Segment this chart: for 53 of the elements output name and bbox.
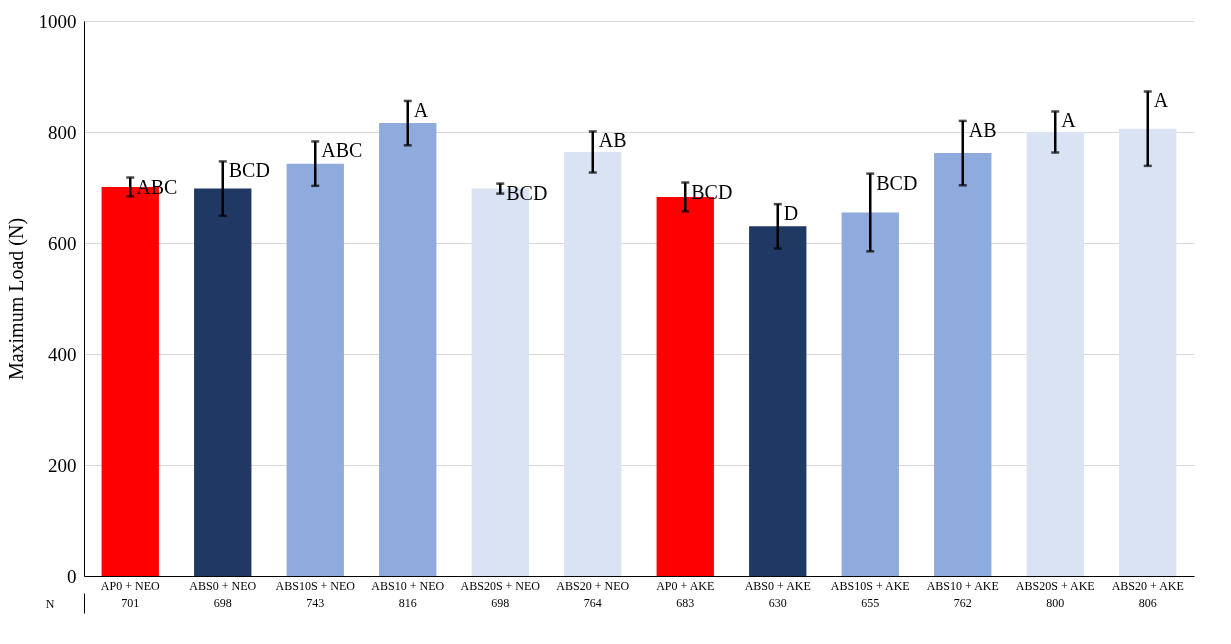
bar (1026, 132, 1084, 576)
data-label: 701 (121, 596, 140, 610)
x-tick-label: ABS10 + NEO (371, 578, 445, 593)
annotation: AB (968, 118, 997, 141)
x-tick-label: AP0 + AKE (656, 578, 715, 593)
y-tick-label: 0 (67, 565, 77, 587)
data-label: 800 (1046, 596, 1065, 610)
bar (1119, 128, 1177, 576)
data-label: 698 (491, 596, 510, 610)
bar (841, 212, 899, 576)
annotation: BCD (691, 180, 733, 203)
y-tick-label: 400 (48, 343, 77, 365)
annotation: ABC (321, 139, 363, 162)
bar (194, 188, 252, 576)
bar (379, 123, 437, 576)
y-tick-label: 800 (48, 121, 77, 143)
annotation: BCD (876, 171, 918, 194)
data-label: 764 (583, 596, 602, 610)
data-label: 816 (398, 596, 417, 610)
x-tick-label: ABS10 + AKE (926, 578, 999, 593)
bar (286, 163, 344, 576)
x-tick-label: ABS20 + NEO (556, 578, 630, 593)
data-label: 698 (213, 596, 232, 610)
bar (564, 151, 622, 576)
data-label: 655 (861, 596, 880, 610)
annotation: ABC (136, 175, 178, 198)
x-tick-label: ABS20 + AKE (1111, 578, 1184, 593)
y-axis-title: Maximum Load (N) (4, 217, 28, 381)
y-tick-label: 200 (48, 454, 77, 476)
data-label: 806 (1138, 596, 1157, 610)
annotation: A (413, 98, 429, 121)
bar (749, 226, 807, 576)
bar (934, 153, 992, 576)
x-tick-label: ABS10S + AKE (830, 578, 910, 593)
x-tick-label: ABS20S + AKE (1015, 578, 1095, 593)
y-tick-label: 1000 (38, 10, 77, 32)
x-tick-label: ABS0 + AKE (744, 578, 811, 593)
annotation: D (783, 202, 799, 225)
annotation: A (1153, 89, 1169, 112)
data-label: 743 (306, 596, 325, 610)
annotation: AB (598, 129, 627, 152)
text: N (45, 596, 55, 611)
x-tick-label: AP0 + NEO (100, 578, 160, 593)
x-tick-label: ABS10S + NEO (275, 578, 356, 593)
annotation: BCD (506, 181, 548, 204)
x-tick-label: ABS0 + NEO (189, 578, 257, 593)
y-tick-label: 600 (48, 232, 77, 254)
x-tick-label: ABS20S + NEO (460, 578, 541, 593)
data-label: 683 (676, 596, 695, 610)
annotation: A (1061, 109, 1077, 132)
annotation: BCD (228, 159, 270, 182)
data-label: 630 (768, 596, 787, 610)
data-label: 762 (953, 596, 972, 610)
